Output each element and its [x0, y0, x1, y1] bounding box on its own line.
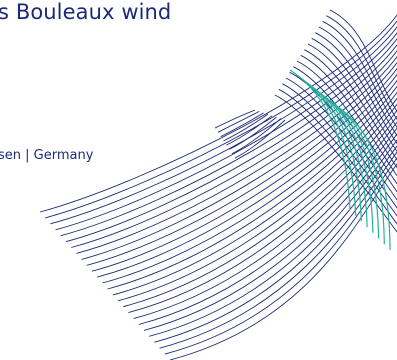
wave-line	[311, 37, 397, 153]
wave-line	[304, 49, 397, 169]
wave-line	[65, 43, 397, 243]
wave-line	[149, 139, 397, 337]
wave-line	[285, 77, 397, 209]
wave-line	[231, 118, 281, 155]
wave-line	[117, 103, 397, 302]
wave-line	[220, 112, 264, 138]
wave-line	[164, 157, 397, 355]
wave-line	[45, 20, 397, 219]
wave-line	[112, 97, 397, 296]
wave-line	[326, 15, 397, 121]
teal-wave-line	[315, 89, 374, 233]
wave-line	[55, 32, 397, 231]
wave-line	[293, 66, 397, 193]
wave-line	[234, 119, 286, 159]
wave-line	[282, 83, 397, 217]
wave-line	[154, 145, 397, 343]
teal-wave-line	[308, 84, 368, 228]
wave-line	[307, 43, 397, 161]
wave-line	[322, 20, 397, 129]
teal-wave-line	[321, 94, 380, 239]
wave-line	[71, 49, 397, 248]
teal-wave-line	[296, 74, 357, 216]
teal-wave-line	[328, 99, 385, 245]
wave-line	[138, 127, 397, 325]
wave-line	[81, 61, 397, 260]
teal-wave-line	[302, 79, 362, 222]
project-title: s Bouleaux wind	[0, 0, 172, 24]
wave-line	[107, 91, 397, 290]
wave-line	[289, 71, 397, 201]
wave-line	[159, 151, 397, 349]
wave-line	[76, 55, 397, 254]
wave-line	[229, 116, 277, 150]
wave-line	[169, 163, 397, 360]
wave-line	[50, 26, 397, 225]
wave-line	[102, 85, 397, 284]
wave-line	[217, 110, 260, 133]
wave-line	[128, 115, 397, 314]
wave-line	[223, 113, 269, 142]
wave-line	[214, 109, 256, 129]
wave-line	[226, 115, 273, 146]
wave-line	[91, 73, 397, 272]
wave-line	[274, 94, 397, 233]
wave-line	[133, 121, 397, 320]
wave-line	[97, 79, 397, 278]
wave-line	[143, 133, 397, 331]
wave-line	[39, 14, 397, 213]
wave-line	[318, 26, 397, 137]
wave-line	[329, 9, 397, 113]
wave-line	[315, 32, 397, 145]
project-location: sen | Germany	[0, 148, 94, 163]
wave-line	[278, 88, 397, 225]
wave-line	[123, 109, 397, 308]
wave-line	[300, 54, 397, 177]
wave-line	[296, 60, 397, 185]
wave-line	[60, 38, 397, 237]
teal-wave-line	[334, 104, 391, 251]
teal-wave-line	[289, 69, 351, 211]
wave-line	[86, 67, 397, 266]
